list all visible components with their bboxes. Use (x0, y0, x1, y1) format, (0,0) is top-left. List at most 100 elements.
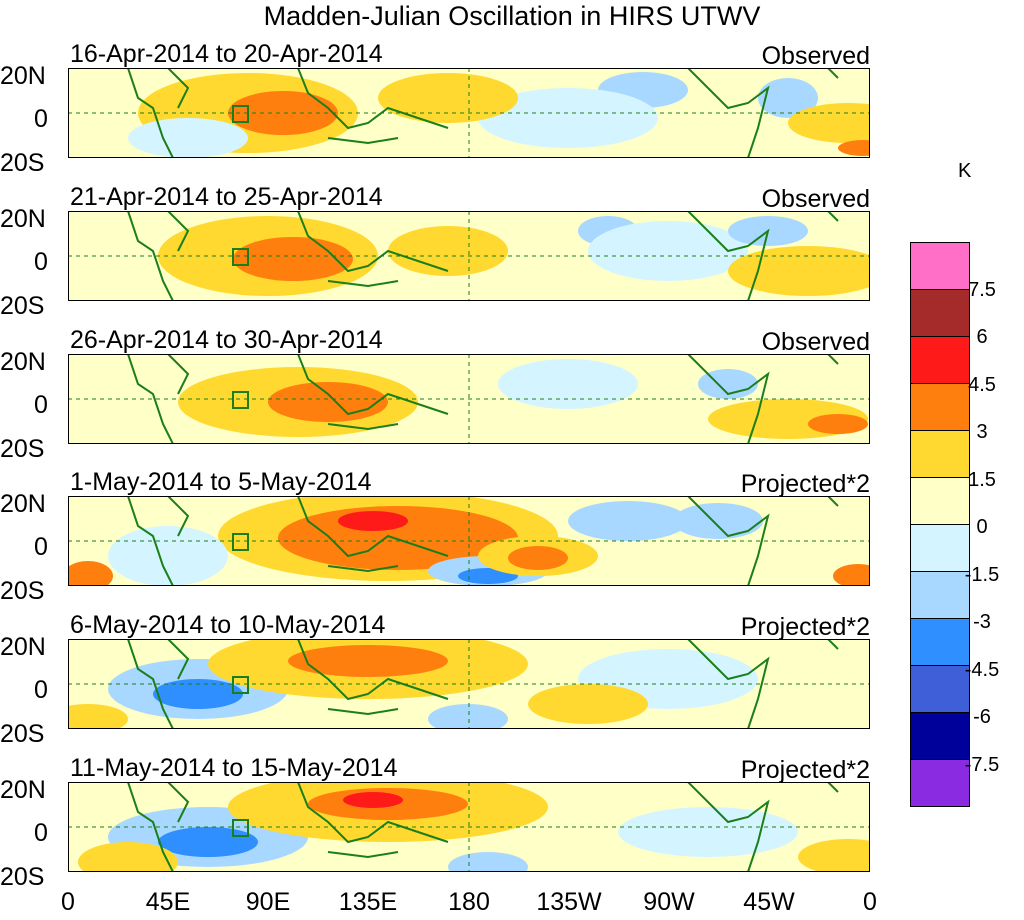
lat-label-20n: 20N (0, 62, 46, 90)
legend-level: 4.5 (968, 374, 996, 396)
legend-level: -1.5 (964, 564, 1000, 586)
index-box (232, 819, 249, 837)
anomaly-contour (338, 511, 408, 531)
anomaly-contour (288, 645, 448, 677)
anomaly-contour (478, 88, 658, 148)
map-panel-6: 11-May-2014 to 15-May-2014 Projected*2 2… (0, 754, 900, 900)
panel-date-range: 21-Apr-2014 to 25-Apr-2014 (70, 183, 383, 211)
anomaly-contour (588, 221, 748, 281)
anomaly-map (68, 496, 870, 586)
anomaly-contour (808, 414, 868, 434)
lat-label-20n: 20N (0, 633, 46, 661)
legend-level: 7.5 (968, 279, 996, 301)
legend-swatch (910, 618, 970, 665)
anomaly-contour (228, 91, 338, 135)
legend-level: 3 (976, 421, 988, 443)
legend-swatch (910, 524, 970, 571)
anomaly-contour (698, 369, 758, 399)
legend-level: 6 (976, 326, 988, 348)
anomaly-contour (278, 506, 518, 570)
index-box (232, 533, 249, 551)
anomaly-contour (68, 704, 128, 729)
index-box (232, 248, 249, 266)
index-box (232, 105, 249, 123)
anomaly-contour (728, 246, 870, 296)
lon-label-90w: 90W (643, 888, 695, 916)
lat-label-0: 0 (34, 676, 48, 704)
index-box (232, 676, 249, 694)
legend-level: -3 (973, 611, 991, 633)
lat-label-20n: 20N (0, 205, 46, 233)
lat-label-0: 0 (34, 533, 48, 561)
legend-swatch (910, 571, 970, 618)
anomaly-contour (68, 561, 113, 586)
legend-swatch (910, 430, 970, 477)
panel-type-label: Observed (761, 42, 870, 70)
lat-label-20s: 20S (0, 435, 45, 463)
anomaly-contour (528, 684, 648, 724)
lat-label-20s: 20S (0, 149, 45, 177)
panel-type-label: Projected*2 (740, 470, 870, 498)
color-legend (910, 242, 970, 807)
anomaly-field (68, 496, 870, 586)
anomaly-contour (618, 807, 798, 857)
lon-label-180: 180 (448, 888, 490, 916)
anomaly-field (68, 68, 870, 158)
anomaly-field (68, 354, 870, 444)
coastline (127, 496, 839, 586)
coastline (127, 354, 839, 444)
anomaly-contour (498, 359, 638, 409)
figure-title: Madden-Julian Oscillation in HIRS UTWV (263, 1, 761, 31)
lon-label-90e: 90E (245, 888, 291, 916)
anomaly-contour (508, 546, 568, 570)
legend-swatch (910, 242, 970, 289)
panel-date-range: 16-Apr-2014 to 20-Apr-2014 (70, 40, 383, 68)
lat-label-0: 0 (34, 391, 48, 419)
lat-label-0: 0 (34, 248, 48, 276)
anomaly-contour (428, 704, 508, 729)
lon-label-0: 0 (61, 888, 75, 916)
lat-label-20s: 20S (0, 292, 45, 320)
map-panel-2: 21-Apr-2014 to 25-Apr-2014 Observed 20N … (0, 183, 900, 329)
anomaly-map (68, 68, 870, 158)
legend-level: 1.5 (968, 469, 996, 491)
anomaly-contour (343, 792, 403, 808)
lon-label-45w: 45W (743, 888, 795, 916)
anomaly-map (68, 211, 870, 301)
anomaly-contour (798, 839, 870, 872)
anomaly-contour (673, 503, 763, 539)
anomaly-contour (158, 827, 258, 857)
panel-type-label: Projected*2 (740, 756, 870, 784)
anomaly-field (68, 782, 870, 872)
map-panel-4: 1-May-2014 to 5-May-2014 Projected*2 20N… (0, 468, 900, 614)
lon-label-135w: 135W (536, 888, 602, 916)
anomaly-contour (833, 564, 870, 586)
legend-unit: K (958, 160, 972, 182)
legend-swatch (910, 289, 970, 336)
panel-type-label: Observed (761, 185, 870, 213)
legend-swatch (910, 477, 970, 524)
index-box (232, 391, 249, 409)
anomaly-field (68, 639, 870, 729)
map-panel-5: 6-May-2014 to 10-May-2014 Projected*2 20… (0, 611, 900, 757)
panel-date-range: 6-May-2014 to 10-May-2014 (70, 611, 386, 639)
coastline (127, 68, 839, 158)
anomaly-contour (388, 226, 508, 276)
legend-swatch (910, 665, 970, 712)
lat-label-20n: 20N (0, 776, 46, 804)
lon-label-0-east: 0 (863, 888, 877, 916)
legend-swatch (910, 712, 970, 759)
anomaly-map (68, 354, 870, 444)
map-panel-1: 16-Apr-2014 to 20-Apr-2014 Observed 20N … (0, 40, 900, 186)
anomaly-map (68, 639, 870, 729)
lat-label-0: 0 (34, 105, 48, 133)
legend-swatch (910, 336, 970, 383)
coastline (127, 211, 839, 301)
lat-label-20s: 20S (0, 720, 45, 748)
panel-date-range: 26-Apr-2014 to 30-Apr-2014 (70, 326, 383, 354)
anomaly-contour (448, 852, 528, 872)
anomaly-contour (788, 103, 870, 143)
panel-date-range: 1-May-2014 to 5-May-2014 (70, 468, 372, 496)
legend-level: -6 (973, 706, 991, 728)
anomaly-contour (568, 501, 688, 541)
